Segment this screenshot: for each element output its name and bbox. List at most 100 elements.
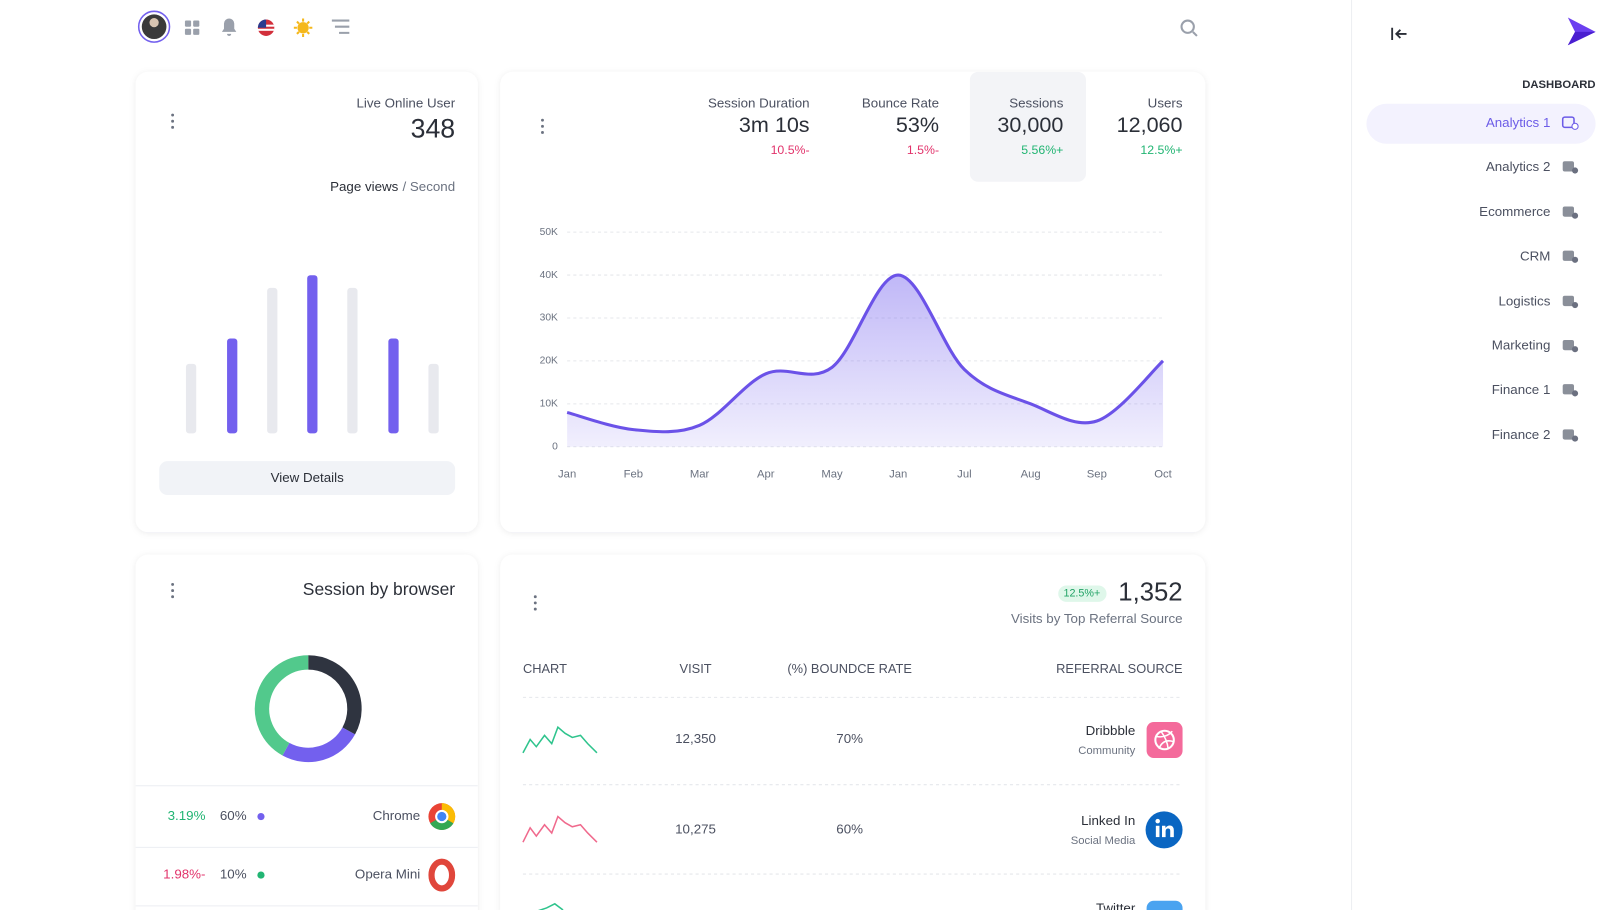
nav-icon-dot [1571,122,1579,130]
share: 10% [220,867,247,882]
flag-icon[interactable] [257,19,275,36]
share: 60% [220,808,247,823]
nav-item[interactable]: Marketing [1492,338,1551,353]
nav-item[interactable]: Ecommerce [1479,204,1550,219]
bar [347,287,358,434]
visit: 10,275 [675,821,716,836]
sparkline [522,815,598,843]
x-tick-label: Feb [624,469,643,481]
y-tick-label: 40K [540,270,558,281]
menu-icon[interactable] [331,19,350,34]
line [566,273,1165,434]
donut-segment [307,655,362,735]
x-tick-label: Jan [889,469,907,481]
overview-card [500,71,1206,533]
y-tick-label: 50K [540,227,558,238]
x-tick-label: Jan [558,469,576,481]
change: 3.19% [168,808,206,823]
x-tick-label: Sep [1087,469,1107,481]
donut-segment [282,727,356,763]
x-tick-label: Apr [757,469,775,481]
kebab[interactable] [171,113,175,129]
badge [1058,585,1107,602]
nav-icon-dot [1571,390,1579,397]
nav-item[interactable]: CRM [1520,248,1550,263]
stat-label: Session Duration [708,95,810,110]
column-header: CHART [523,661,567,676]
badge-text: 12.5%+ [1063,588,1100,600]
x-tick-label: Jul [957,469,971,481]
x-tick-label: Oct [1154,469,1172,481]
nav-icon-dot [1571,212,1579,219]
source: Twitter [1096,901,1136,910]
x-tick-label: Aug [1021,469,1041,481]
stat-value: 3m 10s [739,112,810,137]
stat-label: Bounce Rate [862,95,939,110]
stat-highlight [969,71,1086,182]
subtitle: Visits by Top Referral Source [1011,611,1183,626]
y-tick-label: 20K [540,356,558,367]
dribbble-icon [1146,722,1183,758]
nav-item[interactable]: Finance 2 [1492,427,1551,442]
referral-card [500,554,1206,910]
column-header: VISIT [680,661,712,676]
bar [307,275,318,434]
stat-change: 12.5%+ [1140,143,1182,157]
card-title: Session by browser [303,579,456,599]
y-tick-label: 30K [540,313,558,324]
nav-icon [1562,250,1575,261]
view-details-button[interactable] [159,461,456,496]
nav-icon [1561,116,1575,129]
sparkline [537,902,564,910]
nav-icon [1562,161,1575,172]
bar [428,363,439,434]
y-tick-label: 0 [552,442,558,453]
nav-item[interactable]: Analytics 1 [1486,115,1551,130]
sparkline [522,725,598,754]
subtitle: Page views / Second [330,178,455,193]
bar [267,287,278,434]
nav-icon [1562,206,1575,217]
nav-icon-dot [1571,256,1579,263]
subtitle-rest: / Second [402,178,455,193]
nav-icon-dot [1571,435,1579,442]
kebab[interactable] [171,582,175,599]
stat-change: 10.5%- [771,143,810,157]
stat-value: 12,060 [1117,112,1183,137]
apps-icon[interactable] [184,20,200,35]
nav-icon [1562,384,1575,395]
search-icon[interactable] [1180,19,1198,37]
kebab[interactable] [541,118,544,134]
kebab[interactable] [533,595,537,611]
logo-shade [1567,31,1596,46]
rate: 70% [836,731,863,746]
active-item-bg[interactable] [1366,103,1596,144]
nav-item[interactable]: Logistics [1498,293,1550,308]
button-label[interactable]: View Details [271,470,345,485]
live-value: 348 [411,113,456,143]
nav-item[interactable]: Analytics 2 [1486,159,1551,174]
source: Linked In [1081,813,1135,828]
bell-icon[interactable] [221,18,237,36]
y-tick-label: 10K [540,399,558,410]
browser-name: Chrome [373,808,420,823]
section-title: DASHBOARD [1522,79,1595,91]
stat-value: 53% [896,112,939,137]
source-kind: Social Media [1071,835,1136,847]
opera-icon [428,858,456,892]
nav-icon-dot [1571,167,1579,174]
bar [388,338,399,434]
stat-value: 30,000 [997,112,1063,137]
chrome-icon-center [435,809,449,824]
nav-icon [1562,429,1575,440]
bar [185,363,197,434]
theme-icon[interactable] [293,18,313,37]
bar [227,338,238,434]
collapse-icon[interactable] [1391,27,1407,41]
nav-item[interactable]: Finance 1 [1492,382,1551,397]
subtitle-main: Page views [330,178,399,193]
donut-segment [254,655,309,756]
column-header: REFERRAL SOURCE [1056,661,1182,676]
